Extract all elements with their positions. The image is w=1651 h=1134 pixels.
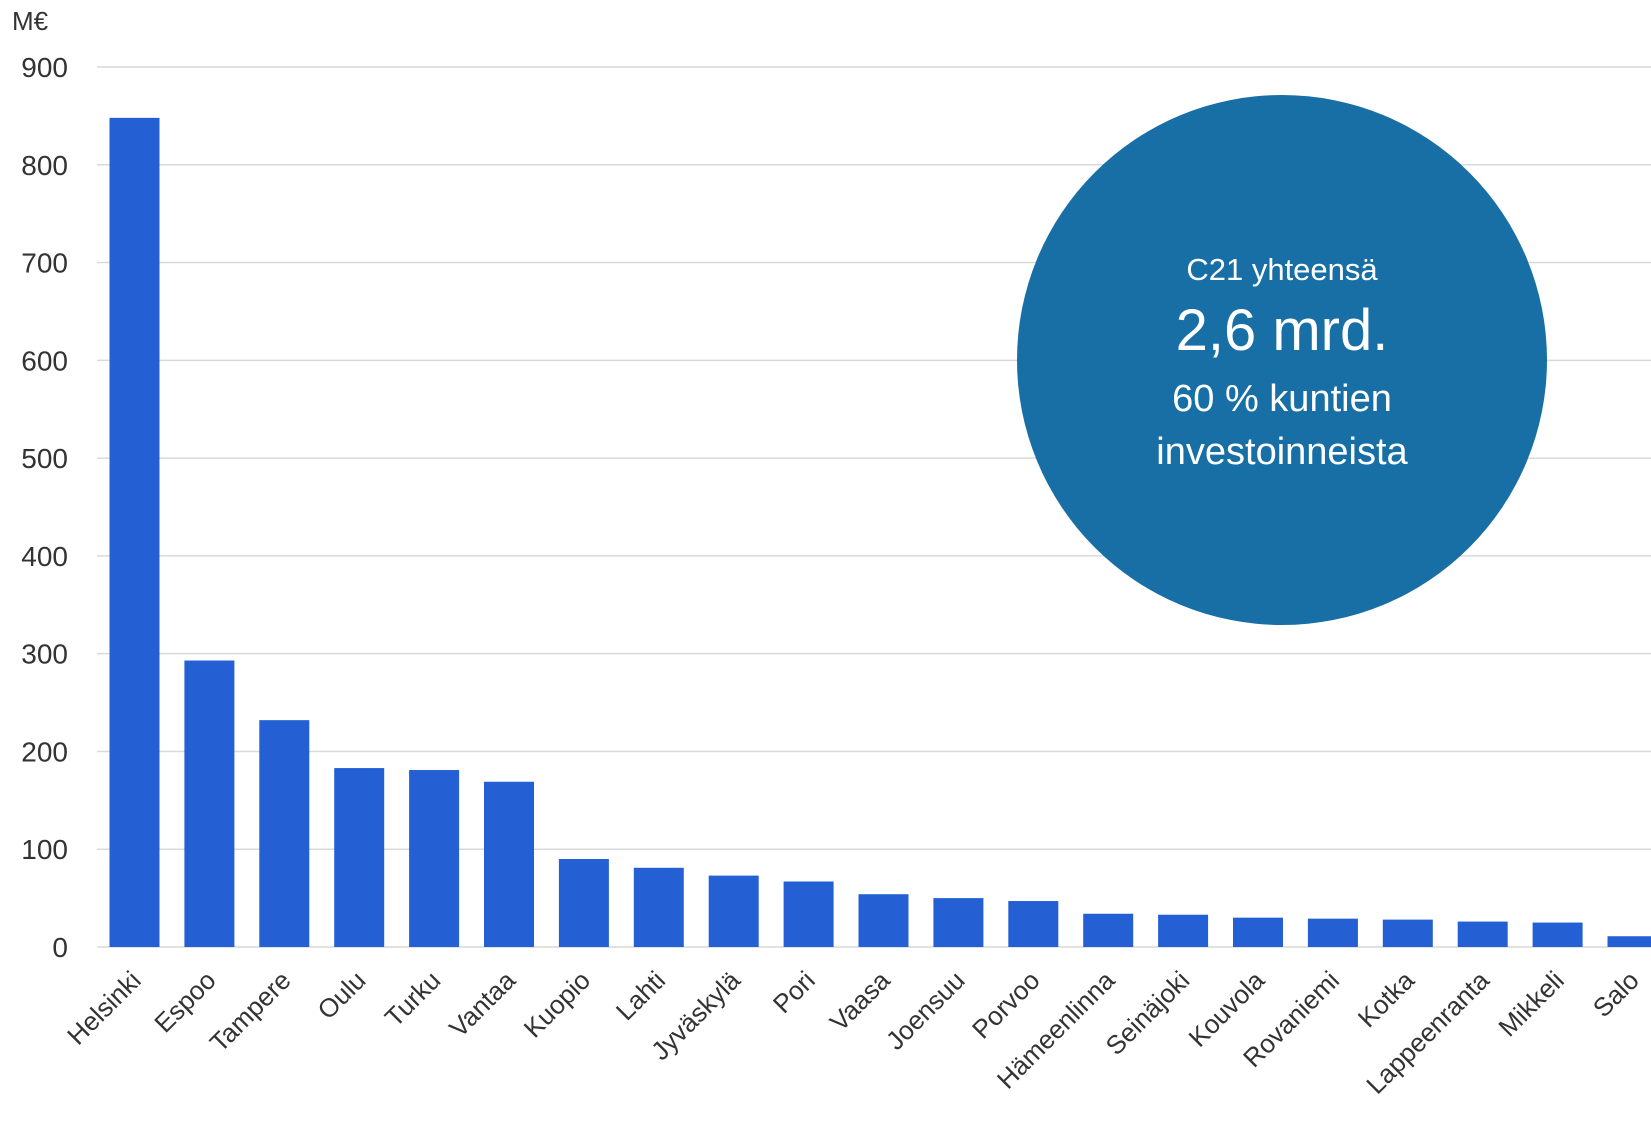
y-tick-label-700: 700 xyxy=(21,248,68,279)
y-axis-ticks: 0 100 200 300 400 500 600 700 800 900 xyxy=(21,52,68,963)
x-tick-label-espoo: Espoo xyxy=(148,965,221,1038)
callout-share-suffix: investoinneista xyxy=(1156,431,1408,473)
x-tick-label-vaasa: Vaasa xyxy=(824,965,896,1037)
bar-mikkeli xyxy=(1532,922,1583,947)
bar-joensuu xyxy=(933,898,984,947)
y-tick-label-900: 900 xyxy=(21,52,68,83)
bar-turku xyxy=(409,770,460,947)
summary-callout: C21 yhteensä 2,6 mrd. 60 % kuntien inves… xyxy=(1017,95,1547,625)
y-tick-label-400: 400 xyxy=(21,541,68,572)
x-tick-label-tampere: Tampere xyxy=(204,965,297,1058)
bar-seinäjoki xyxy=(1158,914,1209,947)
bar-rovaniemi xyxy=(1307,918,1358,947)
y-tick-label-100: 100 xyxy=(21,834,68,865)
x-tick-label-lahti: Lahti xyxy=(610,965,671,1026)
y-axis-unit-label: M€ xyxy=(12,6,49,36)
callout-share: 60 % kuntien xyxy=(1172,378,1392,420)
x-tick-label-kotka: Kotka xyxy=(1352,965,1421,1034)
y-tick-label-800: 800 xyxy=(21,150,68,181)
callout-total: 2,6 mrd. xyxy=(1176,298,1389,363)
y-tick-label-500: 500 xyxy=(21,443,68,474)
callout-circle xyxy=(1017,95,1547,625)
x-tick-label-joensuu: Joensuu xyxy=(880,965,971,1056)
bar-helsinki xyxy=(109,117,160,948)
bar-jyväskylä xyxy=(708,875,759,947)
x-tick-label-kuopio: Kuopio xyxy=(518,965,596,1043)
bar-vaasa xyxy=(858,894,909,947)
bar-lahti xyxy=(633,867,684,947)
bar-oulu xyxy=(334,768,385,947)
x-tick-label-mikkeli: Mikkeli xyxy=(1492,965,1569,1042)
x-tick-label-seinäjoki: Seinäjoki xyxy=(1100,965,1196,1061)
y-tick-label-300: 300 xyxy=(21,639,68,670)
bar-espoo xyxy=(184,660,235,947)
x-tick-label-turku: Turku xyxy=(379,965,447,1033)
x-tick-label-vantaa: Vantaa xyxy=(443,965,521,1043)
bar-porvoo xyxy=(1008,901,1059,947)
bar-tampere xyxy=(259,720,310,947)
x-tick-label-pori: Pori xyxy=(767,965,821,1019)
y-tick-label-200: 200 xyxy=(21,736,68,767)
bar-pori xyxy=(783,881,834,947)
x-tick-label-oulu: Oulu xyxy=(311,965,371,1025)
callout-title: C21 yhteensä xyxy=(1186,252,1378,287)
bar-kotka xyxy=(1382,919,1433,947)
y-tick-label-0: 0 xyxy=(52,932,68,963)
y-tick-label-600: 600 xyxy=(21,345,68,376)
bar-hämeenlinna xyxy=(1083,913,1134,947)
bar-vantaa xyxy=(484,781,534,947)
bar-kouvola xyxy=(1233,917,1283,947)
bar-salo xyxy=(1607,936,1651,947)
x-tick-label-helsinki: Helsinki xyxy=(61,965,147,1051)
bar-lappeenranta xyxy=(1457,921,1508,947)
bars xyxy=(109,117,1651,948)
bar-kuopio xyxy=(558,859,609,947)
x-tick-label-salo: Salo xyxy=(1587,965,1645,1023)
